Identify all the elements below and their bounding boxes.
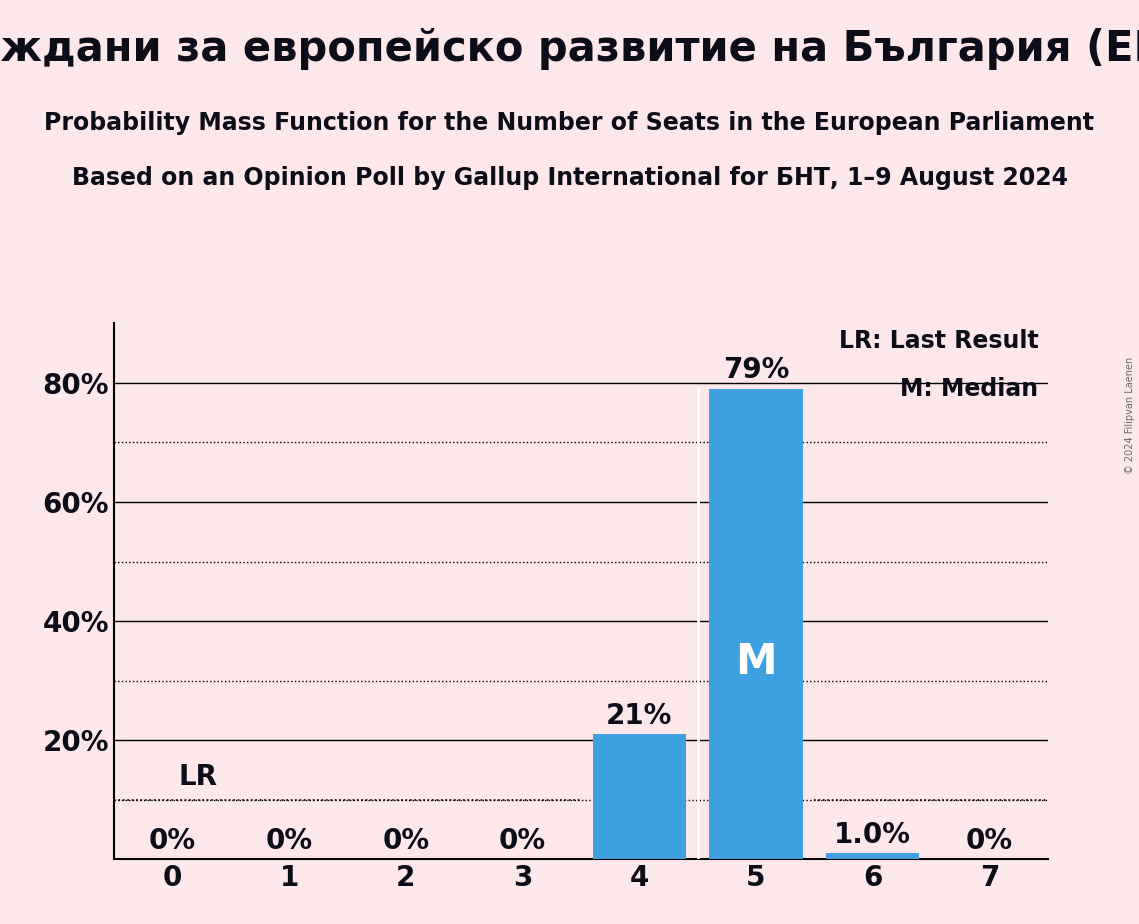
Bar — [592, 735, 686, 859]
Text: Граждани за европейско развитие на България (ЕПП): Граждани за европейско развитие на Бълга… — [0, 28, 1139, 69]
Text: M: Median: M: Median — [901, 377, 1039, 401]
Text: 79%: 79% — [723, 356, 789, 384]
Bar — [826, 854, 919, 859]
Text: 0%: 0% — [149, 827, 196, 855]
Text: 0%: 0% — [383, 827, 429, 855]
Text: 21%: 21% — [606, 701, 672, 730]
Text: LR: LR — [178, 763, 218, 791]
Text: 0%: 0% — [499, 827, 546, 855]
Text: Probability Mass Function for the Number of Seats in the European Parliament: Probability Mass Function for the Number… — [44, 111, 1095, 135]
Text: 0%: 0% — [265, 827, 312, 855]
Bar — [710, 389, 803, 859]
Text: 1.0%: 1.0% — [834, 821, 911, 848]
Text: M: M — [736, 640, 777, 683]
Text: LR: Last Result: LR: Last Result — [838, 329, 1039, 353]
Text: 0%: 0% — [966, 827, 1013, 855]
Text: Based on an Opinion Poll by Gallup International for БНТ, 1–9 August 2024: Based on an Opinion Poll by Gallup Inter… — [72, 166, 1067, 190]
Text: © 2024 Filipvan Laenen: © 2024 Filipvan Laenen — [1125, 358, 1134, 474]
